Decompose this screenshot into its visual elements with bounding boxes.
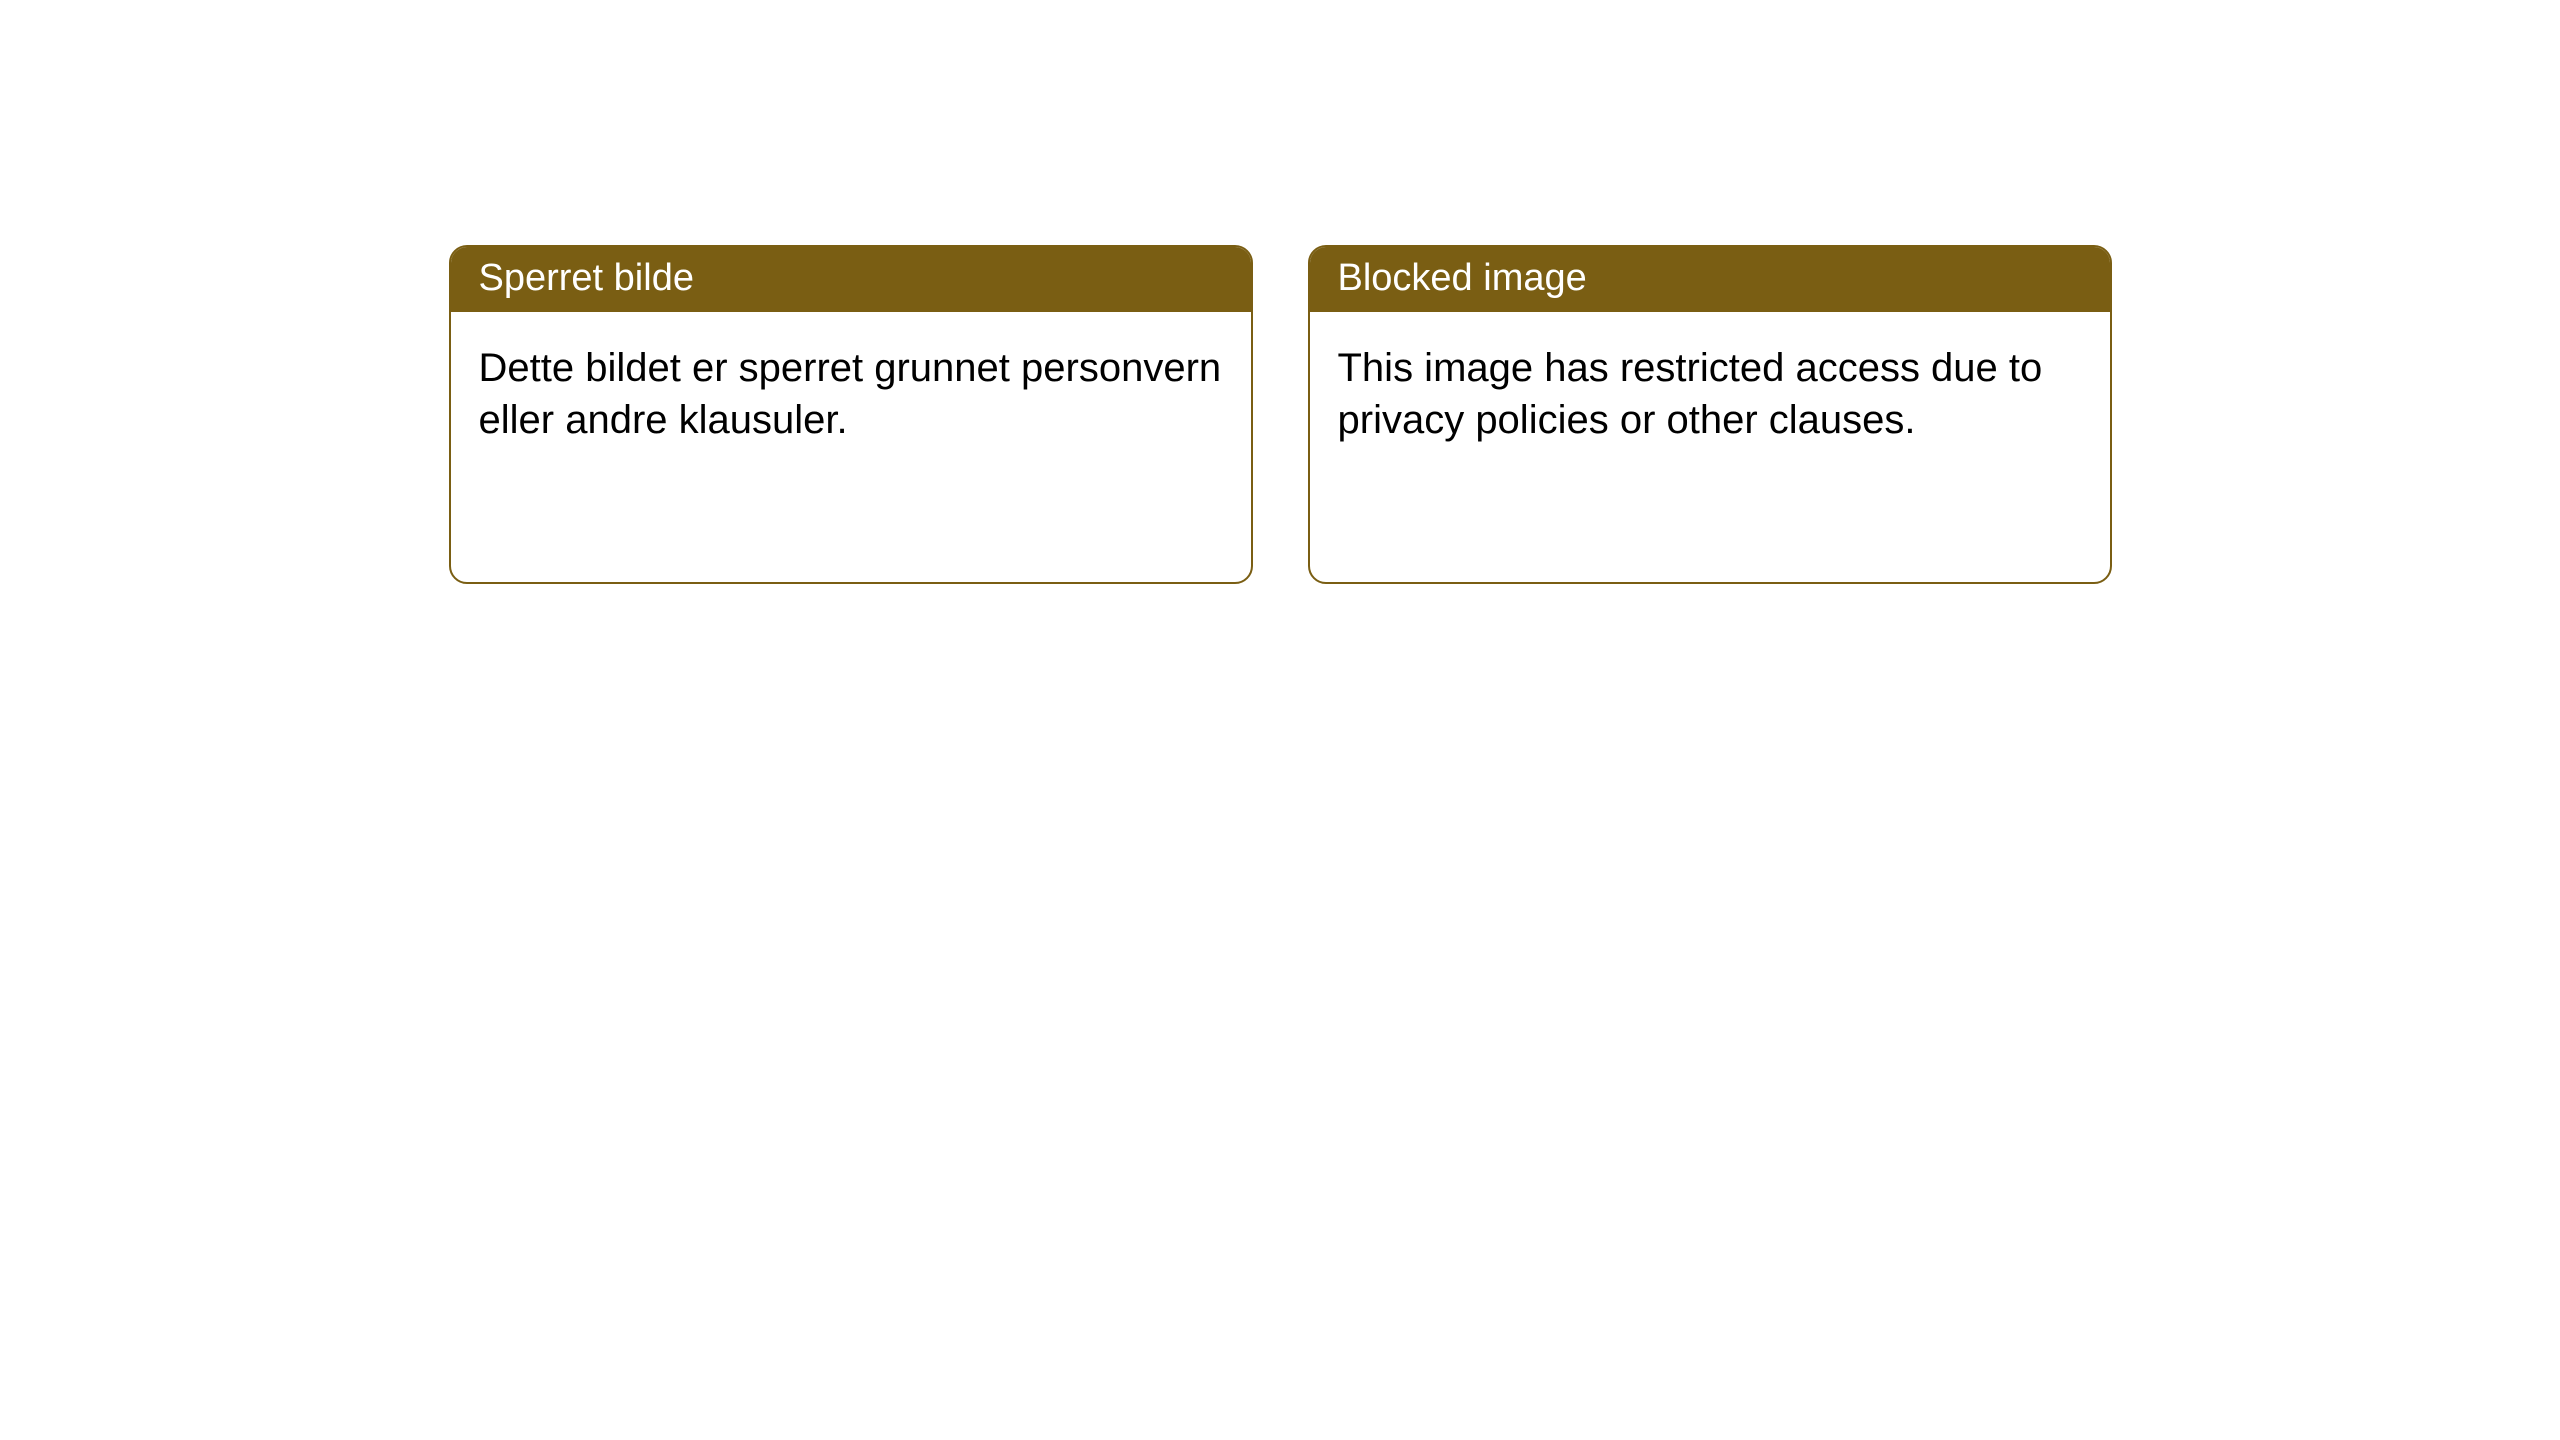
card-header-norwegian: Sperret bilde bbox=[451, 247, 1251, 312]
card-body-english: This image has restricted access due to … bbox=[1310, 312, 2110, 582]
notice-cards-container: Sperret bilde Dette bildet er sperret gr… bbox=[449, 245, 2112, 584]
card-body-norwegian: Dette bildet er sperret grunnet personve… bbox=[451, 312, 1251, 582]
notice-card-english: Blocked image This image has restricted … bbox=[1308, 245, 2112, 584]
notice-card-norwegian: Sperret bilde Dette bildet er sperret gr… bbox=[449, 245, 1253, 584]
card-header-english: Blocked image bbox=[1310, 247, 2110, 312]
